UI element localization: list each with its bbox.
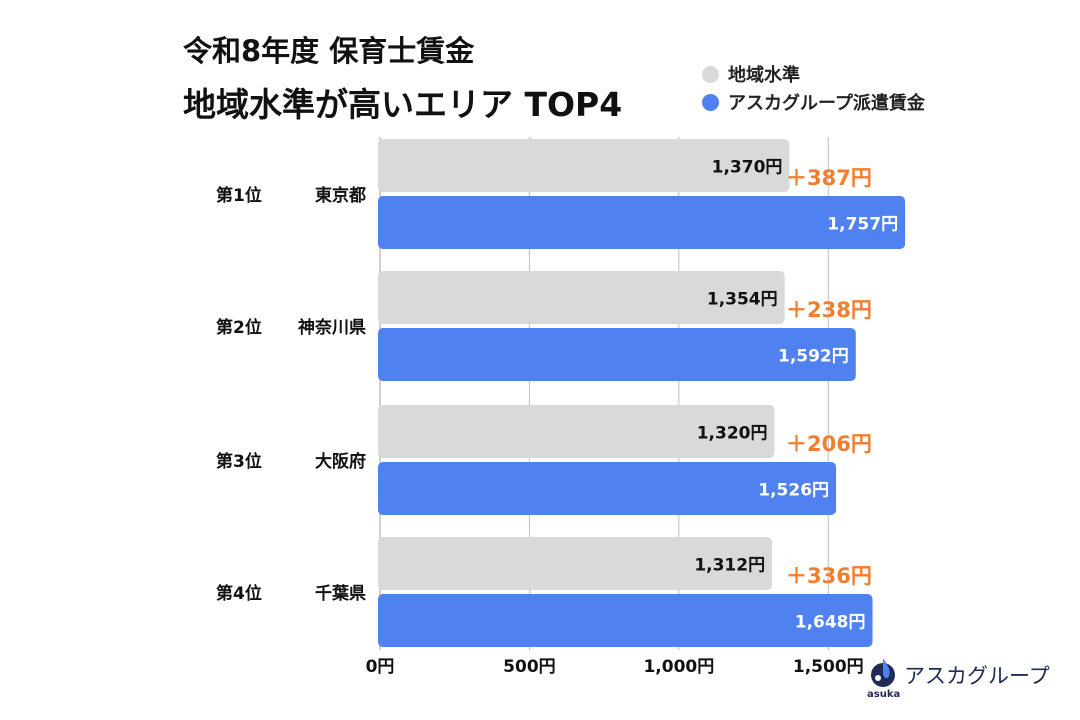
bar-regional [378, 271, 785, 324]
x-tick-label: 1,000円 [643, 657, 714, 677]
bar-asuka [378, 594, 873, 647]
bar-asuka [378, 462, 837, 515]
legend-label-asuka: アスカグループ派遣賃金 [728, 93, 925, 114]
bar-label-regional: 1,370円 [712, 158, 783, 178]
legend-swatch-regional [702, 65, 719, 83]
bar-label-asuka: 1,757円 [827, 215, 898, 235]
bar-regional [378, 405, 775, 458]
bar-label-asuka: 1,526円 [758, 481, 829, 501]
category-rank: 第2位 [216, 317, 262, 338]
x-tick-label: 0円 [366, 657, 395, 677]
bar-label-regional: 1,354円 [707, 290, 778, 310]
asuka-logo-icon [871, 658, 895, 687]
x-tick-label: 500円 [503, 657, 556, 677]
chart-title: 令和8年度 保育士賃金 [183, 34, 475, 68]
bar-asuka [378, 196, 906, 249]
asuka-logo: asuka アスカグループ [866, 654, 1050, 704]
legend-swatch-asuka [702, 93, 719, 111]
bar-label-asuka: 1,592円 [778, 347, 849, 367]
category-name: 神奈川県 [298, 317, 366, 338]
category-name: 東京都 [315, 185, 366, 206]
category-name: 大阪府 [315, 451, 366, 472]
bar-label-asuka: 1,648円 [795, 613, 866, 633]
bar-label-regional: 1,320円 [697, 424, 768, 444]
difference-label: ＋238円 [786, 298, 872, 322]
logo-subtext: asuka [867, 689, 901, 700]
category-name: 千葉県 [315, 583, 366, 604]
category-rank: 第3位 [216, 451, 262, 472]
category-rank: 第4位 [216, 583, 262, 604]
bar-regional [378, 537, 773, 590]
difference-label: ＋206円 [786, 432, 872, 456]
legend-item-asuka: アスカグループ派遣賃金 [702, 88, 925, 116]
bar-label-regional: 1,312円 [694, 556, 765, 576]
difference-label: ＋387円 [786, 166, 872, 190]
bar-asuka [378, 328, 856, 381]
category-rank: 第1位 [216, 185, 262, 206]
x-tick-label: 1,500円 [793, 657, 864, 677]
legend: 地域水準 アスカグループ派遣賃金 [702, 60, 925, 116]
legend-item-regional: 地域水準 [702, 60, 925, 88]
bar-regional [378, 139, 790, 192]
chart-subtitle: 地域水準が高いエリア TOP4 [183, 85, 623, 124]
difference-label: ＋336円 [786, 564, 872, 588]
logo-text: アスカグループ [904, 664, 1050, 688]
legend-label-regional: 地域水準 [728, 65, 800, 86]
